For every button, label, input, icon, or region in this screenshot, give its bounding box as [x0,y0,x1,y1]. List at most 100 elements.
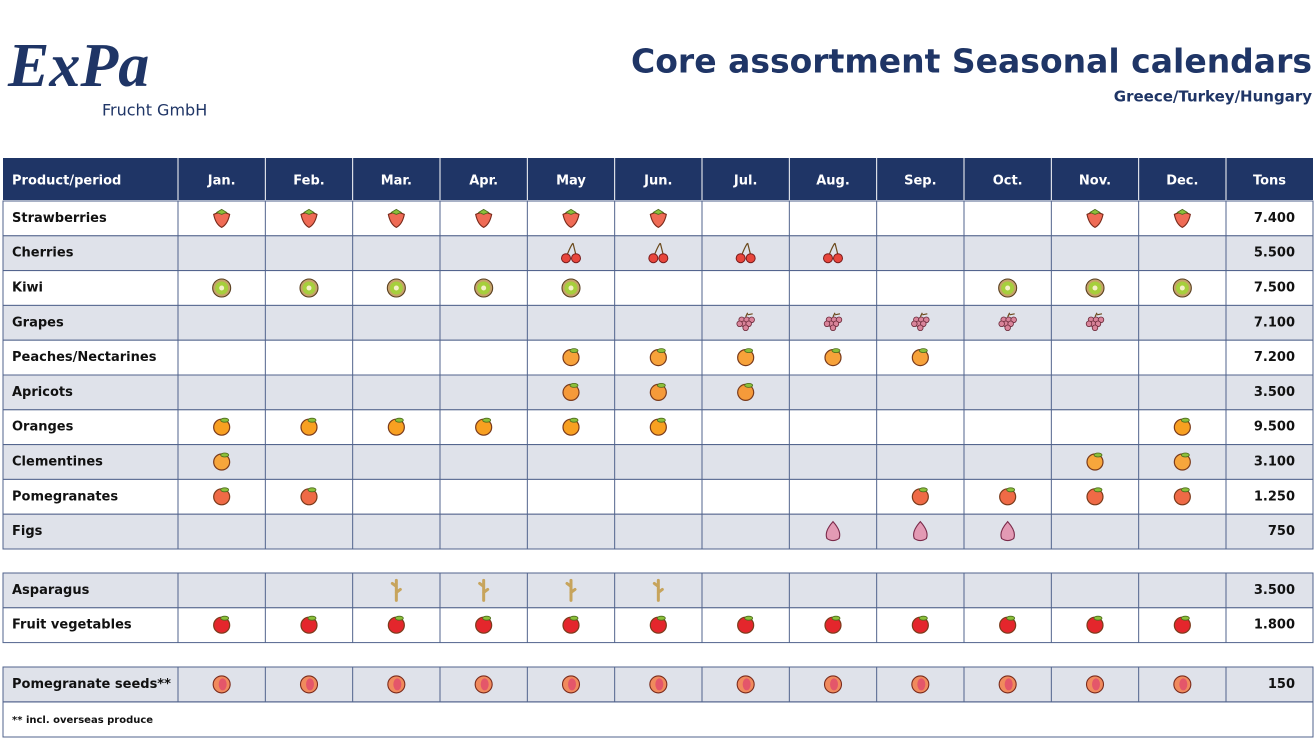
season-icon [649,208,667,229]
season-icon [300,208,318,229]
footnote-row [2,701,1314,738]
icon-part [303,208,315,215]
product-name: Pomegranates [12,489,118,504]
season-icon [823,242,843,264]
column-header: May [556,174,586,189]
column-header: Tons [1253,174,1286,189]
product-name: Clementines [12,455,103,470]
season-icon [824,615,842,634]
icon-part [1005,285,1011,291]
season-icon [300,487,318,506]
season-icon [825,520,841,542]
season-icon [652,578,664,602]
season-icon [737,382,755,401]
tons: 1.800 [1254,618,1295,633]
season-icon [1173,208,1191,229]
season-icon [562,348,580,367]
icon-part [911,320,918,327]
icon-part [1006,487,1016,493]
icon-part [823,320,831,327]
icon-part [393,285,399,291]
icon-part [1093,487,1103,493]
footnote: ** incl. overseas produce [12,715,153,726]
icon-part [569,382,579,388]
icon-part [742,324,749,331]
season-icon [562,208,580,229]
icon-part [832,312,841,318]
icon-part [823,253,833,264]
season-icon [300,417,318,436]
icon-part [917,324,924,331]
icon-part [1180,615,1190,621]
column-header: Nov. [1079,174,1111,189]
icon-part [220,487,230,493]
product-name: Fruit vegetables [12,618,132,633]
icon-part [1089,208,1101,215]
season-icon [213,417,231,436]
icon-part [1000,520,1015,542]
icon-part [1180,487,1190,493]
product-name: Pomegranate seeds** [12,677,171,692]
season-icon [911,348,929,367]
product-name: Cherries [12,246,74,261]
season-icon [736,675,755,694]
tons: 9.500 [1254,420,1295,435]
season-icon [562,615,580,634]
icon-part [656,382,666,388]
icon-part [652,578,664,602]
season-icon [386,278,406,298]
season-icon [1173,487,1191,506]
icon-part [1180,417,1190,423]
column-header: Sep. [904,174,936,189]
season-icon [387,675,406,694]
season-icon [649,675,668,694]
icon-part [745,253,756,264]
tons: 150 [1268,677,1295,692]
icon-part [568,285,574,291]
header-row [3,158,1313,200]
icon-part [831,348,841,354]
season-icon [475,417,493,436]
season-icon [565,578,577,602]
season-icon [475,208,493,229]
season-icon [735,242,756,264]
season-icon [823,312,843,331]
season-icon [1173,452,1191,471]
icon-part [569,615,579,621]
column-header: Dec. [1166,174,1198,189]
product-name: Grapes [12,315,64,330]
column-header: Mar. [381,174,412,189]
icon-part [307,615,317,621]
season-icon [1085,278,1105,298]
icon-part [569,348,579,354]
icon-part [744,348,754,354]
icon-part [918,615,928,621]
tons: 750 [1268,524,1295,539]
icon-part [656,417,666,423]
season-icon [1085,312,1105,331]
season-icon [475,615,493,634]
season-icon [1173,675,1192,694]
column-header: Product/period [12,174,121,189]
tons: 3.500 [1254,583,1295,598]
season-icon [299,278,319,298]
icon-part [825,520,841,542]
season-icon [474,278,494,298]
icon-part [306,285,312,291]
product-name: Asparagus [12,583,90,598]
table-row [2,478,1314,515]
product-name: Strawberries [12,211,107,226]
season-icon [562,417,580,436]
icon-part [482,417,492,423]
tons: 7.400 [1254,211,1295,226]
icon-part [219,285,225,291]
icon-part [1179,678,1188,691]
logo: ExPa [7,32,149,100]
icon-part [390,208,403,215]
season-icon [212,278,232,298]
icon-part [1006,615,1016,621]
icon-part [658,253,669,264]
season-icon [648,242,669,264]
season-icon [1085,675,1105,694]
title: Core assortment Seasonal calendars [631,42,1312,81]
